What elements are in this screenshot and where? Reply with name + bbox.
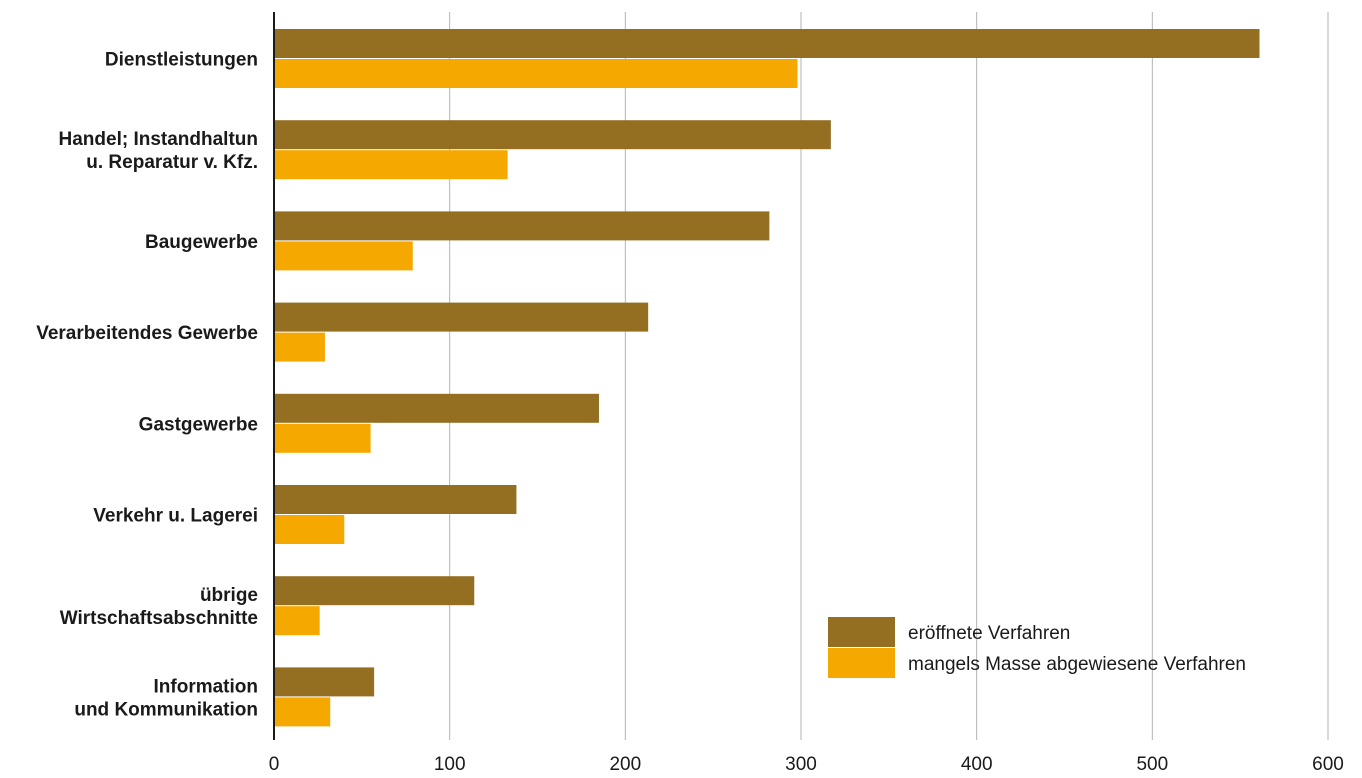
bar-eroeffnete bbox=[274, 485, 517, 514]
x-tick-label: 400 bbox=[961, 754, 993, 775]
legend-swatch bbox=[828, 617, 895, 647]
bar-eroeffnete bbox=[274, 120, 831, 150]
category-label-line: Verkehr u. Lagerei bbox=[93, 506, 258, 527]
bars bbox=[274, 29, 1260, 727]
bar-abgewiesene bbox=[274, 423, 371, 453]
category-label-line: Baugewerbe bbox=[145, 232, 258, 253]
bar-abgewiesene bbox=[274, 697, 331, 727]
bar-eroeffnete bbox=[274, 211, 770, 241]
bar-abgewiesene bbox=[274, 332, 325, 362]
category-label-line: Information bbox=[154, 676, 259, 697]
category-labels: Dienstleistungen Handel; Instandhaltun u. … bbox=[36, 50, 258, 721]
bar-abgewiesene bbox=[274, 241, 413, 271]
legend: eröffnete Verfahren mangels Masse abgewie… bbox=[828, 617, 1246, 678]
category-label-line: Handel; Instandhaltun bbox=[59, 129, 259, 150]
bar-eroeffnete bbox=[274, 302, 649, 332]
category-label: Gastgewerbe bbox=[139, 414, 258, 435]
x-tick-label: 200 bbox=[609, 754, 641, 775]
category-label-line: Dienstleistungen bbox=[105, 50, 258, 71]
bar-abgewiesene bbox=[274, 515, 345, 544]
bar-abgewiesene bbox=[274, 150, 508, 180]
bar-eroeffnete bbox=[274, 576, 475, 606]
category-label-line: Gastgewerbe bbox=[139, 414, 258, 435]
category-label-line: u. Reparatur v. Kfz. bbox=[86, 152, 258, 173]
category-label: Dienstleistungen bbox=[105, 50, 258, 71]
bar-eroeffnete bbox=[274, 29, 1260, 58]
legend-label: eröffnete Verfahren bbox=[908, 623, 1070, 644]
category-label: Handel; Instandhaltun u. Reparatur v. Kfz… bbox=[59, 129, 259, 173]
category-label-line: Wirtschaftsabschnitte bbox=[60, 608, 258, 629]
legend-swatch bbox=[828, 648, 895, 678]
x-tick-label: 300 bbox=[785, 754, 817, 775]
bar-eroeffnete bbox=[274, 393, 599, 423]
legend-label: mangels Masse abgewiesene Verfahren bbox=[908, 654, 1246, 675]
bar-abgewiesene bbox=[274, 59, 798, 88]
category-label: Verarbeitendes Gewerbe bbox=[36, 323, 258, 344]
x-tick-label: 500 bbox=[1136, 754, 1168, 775]
category-label-line: Verarbeitendes Gewerbe bbox=[36, 323, 258, 344]
bar-eroeffnete bbox=[274, 667, 375, 697]
x-axis-tick-labels: 0 100 200 300 400 500 600 bbox=[269, 754, 1344, 775]
category-label: Verkehr u. Lagerei bbox=[93, 506, 258, 527]
bar-abgewiesene bbox=[274, 606, 320, 636]
category-label: übrige Wirtschaftsabschnitte bbox=[60, 585, 258, 629]
category-label: Information und Kommunikation bbox=[74, 676, 258, 720]
x-tick-label: 0 bbox=[269, 754, 280, 775]
x-tick-label: 600 bbox=[1312, 754, 1344, 775]
x-tick-label: 100 bbox=[434, 754, 466, 775]
category-label-line: und Kommunikation bbox=[74, 699, 258, 720]
category-label: Baugewerbe bbox=[145, 232, 258, 253]
category-label-line: übrige bbox=[200, 585, 258, 606]
